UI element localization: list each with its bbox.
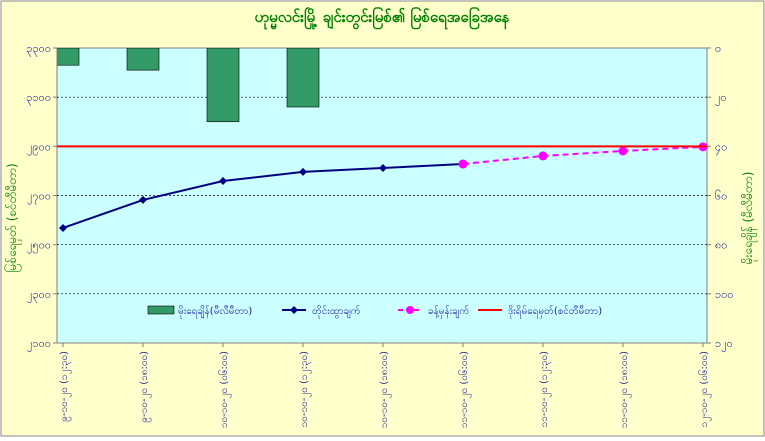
x-tick-label: ၁၁-၁၀-၂၀ (၁၈:၀၀) <box>619 351 632 428</box>
point-marker <box>59 223 67 232</box>
x-tick-label: ၁၁-၁၀-၂၀ (၁၂:၃၀) <box>539 351 552 427</box>
y2-tick-label: ၈၀ <box>715 239 727 252</box>
y2-tick-label: ၀ <box>715 42 721 55</box>
y2-tick-label: ၆၀ <box>715 190 727 203</box>
rain-bar <box>57 48 80 66</box>
legend-label: တိုင်းထွာချက် <box>312 304 361 319</box>
y-tick-label: ၂၉၀၀ <box>27 140 51 155</box>
y2-tick-label: ၁၂၀ <box>715 337 733 352</box>
legend-label: ဒိုးရိမ်ရေမှတ်(စင်တီမီတာ) <box>508 304 602 319</box>
point-marker <box>219 176 227 185</box>
y-axis-label: မြစ်ရေမှတ် (စင်တီမီတာ) <box>3 163 22 272</box>
legend-marker <box>290 306 298 314</box>
point-marker <box>618 146 628 156</box>
y-tick-label: ၂၇၀၀ <box>27 190 51 205</box>
point-marker <box>458 159 468 169</box>
point-marker <box>139 195 147 204</box>
y-tick-label: ၃၁၀၀ <box>26 91 51 106</box>
legend-swatch <box>147 305 175 315</box>
y2-tick-label: ၂၀ <box>715 91 727 106</box>
point-marker <box>538 151 548 161</box>
y2-tick-label: ၁၀၀ <box>715 288 734 301</box>
y2-tick-label: ၄၀ <box>715 140 727 155</box>
point-marker <box>299 167 307 176</box>
rain-bar <box>286 48 320 108</box>
legend-box <box>140 300 628 320</box>
series-line <box>462 145 704 166</box>
x-tick-label: ၁၀-၁၀-၂၀ (၁၂:၃၀) <box>299 351 312 427</box>
x-tick-label: ၉-၁၀-၂၀ (၁၈:၀၀) <box>139 351 152 423</box>
legend-label: ခန့်မှန်းချက် <box>428 304 469 319</box>
x-tick-label: ၁၀-၁၀-၂၀ (၀၆:၀၀) <box>217 351 232 428</box>
x-tick-label: ၁၁-၁၀-၂၀ (၀၆:၀၀) <box>457 351 472 428</box>
y-tick-label: ၃၃၀၀ <box>26 42 51 57</box>
legend-label: မိုးရေချိန်(မီလီမီတာ) <box>178 304 252 319</box>
legend-marker <box>406 306 414 314</box>
y2-axis-label: မိုးရေချိန် (မီလီမီတာ) <box>740 172 758 265</box>
x-tick-label: ၁၀-၁၀-၂၀ (၁၈:၀၀) <box>379 351 392 428</box>
y-tick-label: ၂၁၀၀ <box>27 337 51 352</box>
x-tick-label: ၉-၁၀-၂၀ (၁၂:၃၀) <box>59 351 72 422</box>
x-tick-label: ၁၂-၁၀-၂၀ (၀၆:၀၀) <box>697 351 712 427</box>
series-line <box>62 163 464 229</box>
rain-bar <box>126 48 160 71</box>
y-tick-label: ၂၃၀၀ <box>27 288 51 303</box>
rain-bar <box>206 48 240 123</box>
y-tick-label: ၂၅၀၀ <box>27 239 51 254</box>
point-marker <box>379 163 387 172</box>
